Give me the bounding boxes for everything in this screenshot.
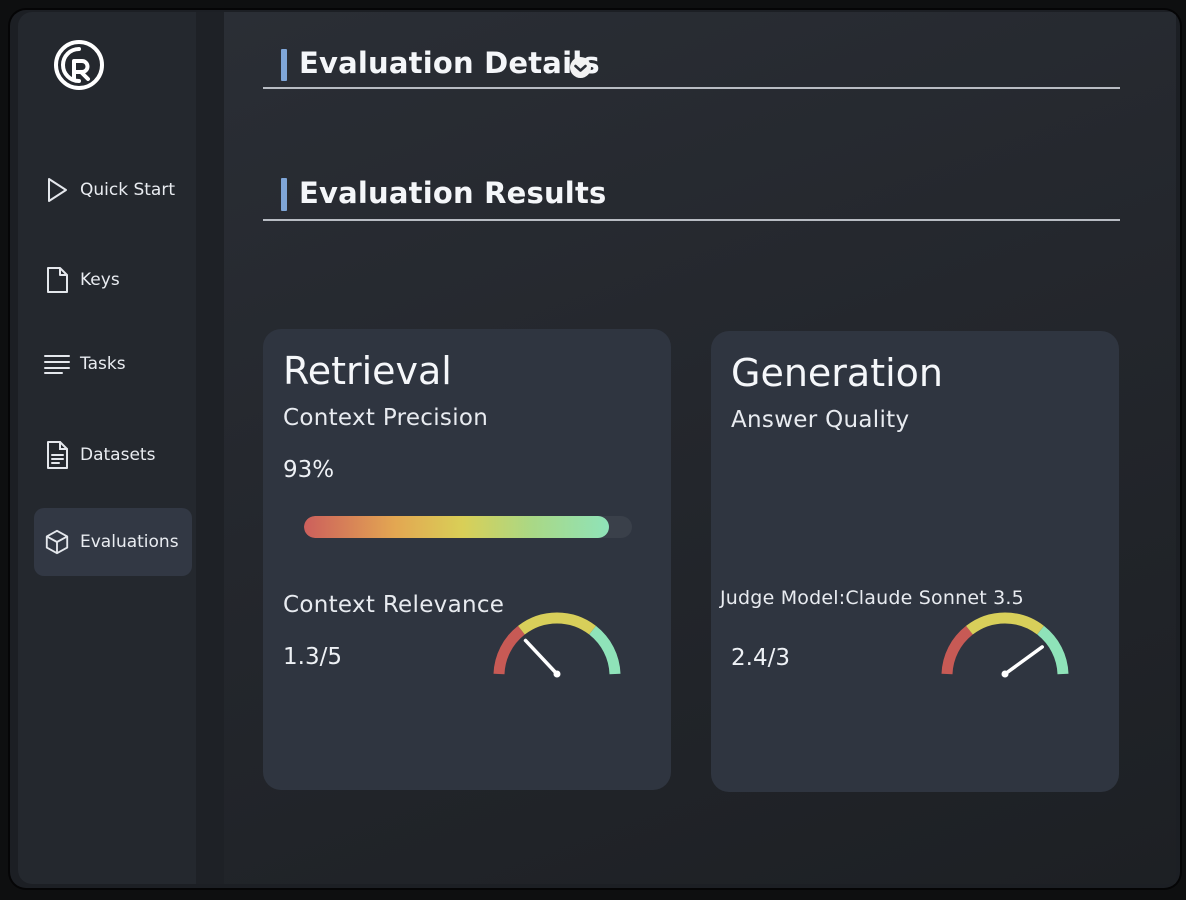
section-divider: [263, 219, 1120, 221]
context-precision-value: 93%: [283, 457, 335, 483]
sidebar-item-datasets[interactable]: Datasets: [34, 421, 192, 489]
sidebar-item-label: Evaluations: [80, 532, 179, 552]
app-window: Quick Start Keys Tasks Datasets Evaluati: [10, 10, 1180, 888]
retrieval-title: Retrieval: [283, 349, 452, 393]
answer-quality-gauge: [941, 612, 1069, 678]
gauge-arc-low: [493, 625, 525, 675]
generation-title: Generation: [731, 351, 943, 395]
generation-card: Generation Answer Quality Judge Model:Cl…: [711, 331, 1119, 792]
sidebar-item-evaluations[interactable]: Evaluations: [34, 508, 192, 576]
document-icon: [44, 267, 70, 293]
gauge-arc-high: [1037, 625, 1069, 675]
file-text-icon: [44, 441, 70, 469]
judge-model-label: Judge Model:Claude Sonnet 3.5: [720, 587, 1024, 609]
sidebar-divider: [196, 12, 224, 884]
main-content: Evaluation Details Evaluation Results Re…: [224, 12, 1176, 884]
logo-icon[interactable]: [52, 38, 106, 92]
sidebar: Quick Start Keys Tasks Datasets Evaluati: [18, 12, 196, 884]
gauge-needle-hub: [553, 670, 561, 678]
gauge-needle: [1003, 645, 1044, 676]
sidebar-item-label: Tasks: [80, 354, 126, 374]
gauge-arc-low: [941, 625, 973, 675]
context-precision-label: Context Precision: [283, 405, 489, 431]
context-relevance-value: 1.3/5: [283, 644, 342, 670]
sidebar-item-quick-start[interactable]: Quick Start: [34, 156, 192, 224]
gauge-arc-mid: [966, 612, 1044, 635]
sidebar-item-label: Keys: [80, 270, 120, 290]
context-precision-bar: [304, 516, 632, 538]
section-title-details[interactable]: Evaluation Details: [299, 46, 600, 80]
play-icon: [44, 177, 70, 203]
gauge-arc-high: [589, 625, 621, 675]
retrieval-card: Retrieval Context Precision 93% Context …: [263, 329, 671, 790]
answer-quality-value: 2.4/3: [731, 645, 790, 671]
section-accent-bar: [281, 178, 287, 211]
section-title-results: Evaluation Results: [299, 176, 607, 210]
sidebar-item-label: Quick Start: [80, 180, 176, 200]
section-divider: [263, 87, 1120, 89]
sidebar-item-tasks[interactable]: Tasks: [34, 330, 192, 398]
context-relevance-gauge: [493, 612, 621, 678]
answer-quality-label: Answer Quality: [731, 407, 910, 433]
sidebar-item-label: Datasets: [80, 445, 156, 465]
sidebar-item-keys[interactable]: Keys: [34, 246, 192, 314]
gauge-needle: [523, 638, 559, 676]
chevron-down-icon[interactable]: [570, 57, 591, 78]
context-precision-bar-fill: [304, 516, 610, 538]
cube-icon: [44, 529, 70, 555]
gauge-arc-mid: [518, 612, 596, 635]
gauge-needle-hub: [1001, 670, 1009, 678]
list-icon: [44, 351, 70, 377]
section-accent-bar: [281, 49, 287, 81]
context-relevance-label: Context Relevance: [283, 592, 505, 618]
